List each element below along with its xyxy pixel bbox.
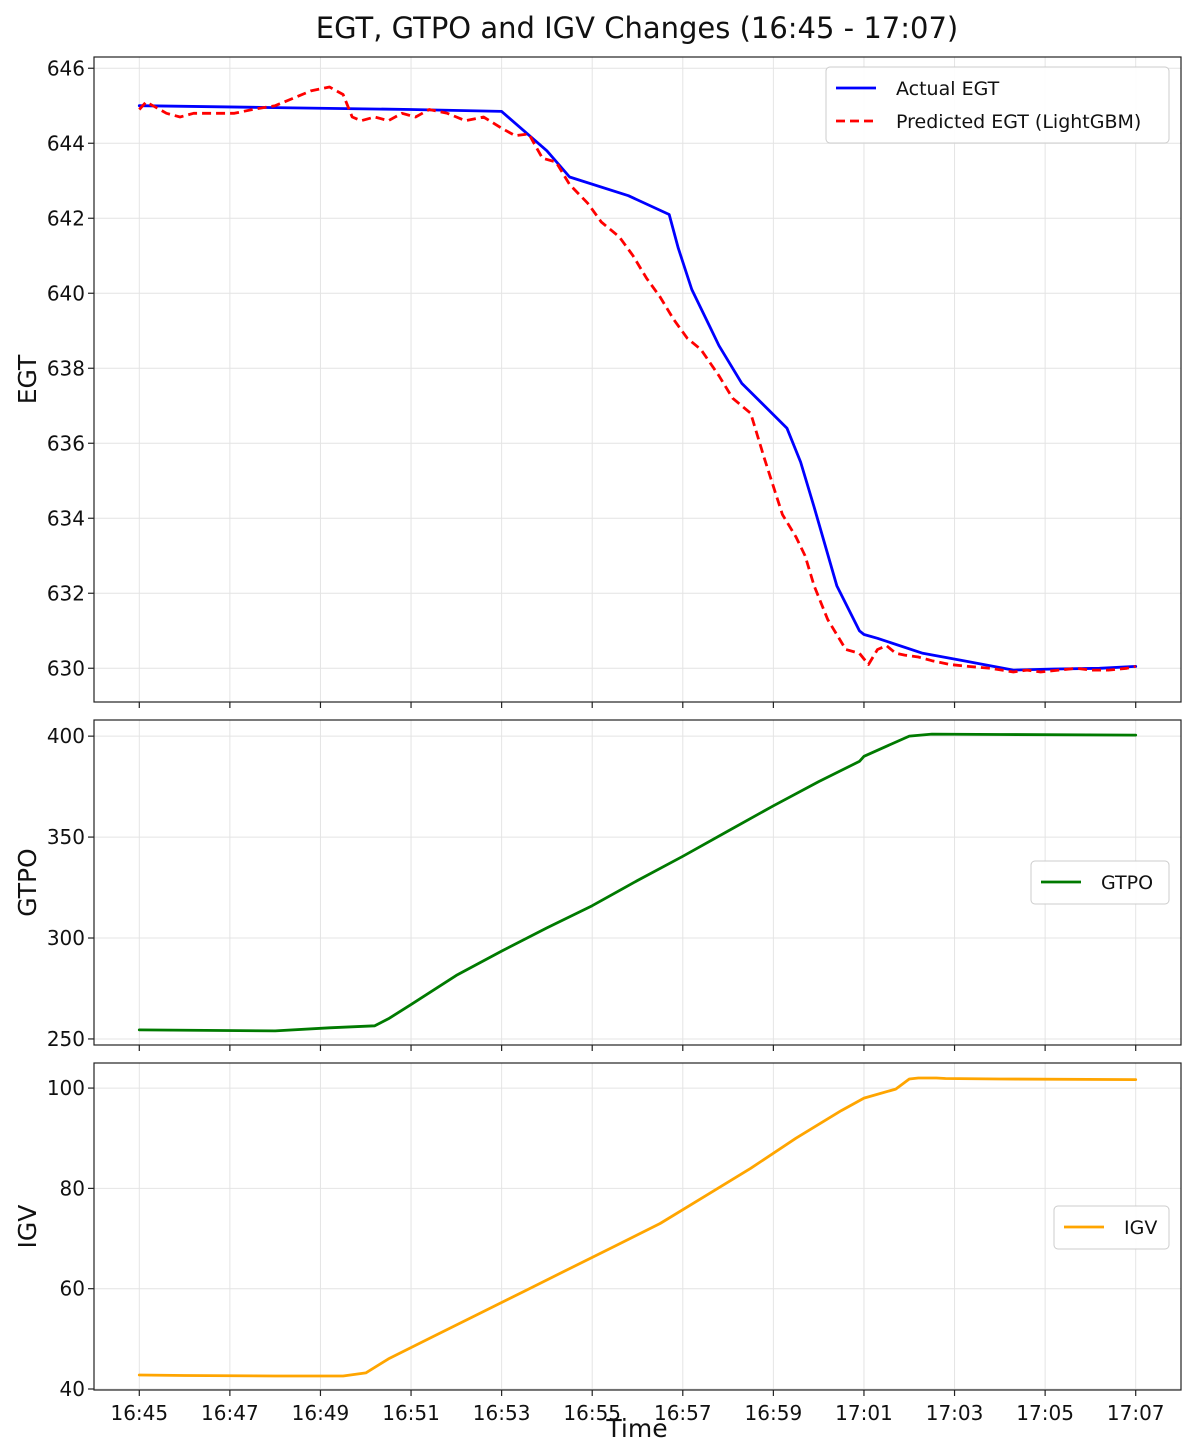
legend-box	[1030, 860, 1170, 905]
x-tick-label: 17:03	[926, 1401, 984, 1425]
y-tick-label: 644	[47, 131, 85, 155]
y-axis-label: IGV	[13, 1205, 42, 1249]
legend-label: GTPO	[1101, 872, 1153, 894]
y-tick-label: 300	[47, 926, 85, 950]
x-axis-label: Time	[605, 1414, 667, 1443]
igv-panel: 40 60 80 100 16:45 16:47 16:49 16:51 16:53 16:55 1…	[13, 1062, 1182, 1425]
series-line-gtpo	[137, 732, 1138, 1033]
y-tick-label: 636	[47, 431, 85, 455]
series-line-igv	[137, 1076, 1138, 1378]
legend-label: IGV	[1124, 1217, 1157, 1239]
legend-label: Actual EGT	[896, 78, 1000, 100]
egt-panel: 630 632 634 636 638 640 642 644 646 EGT Actual EGT…	[13, 56, 1182, 708]
x-tick-label: 17:01	[835, 1401, 893, 1425]
legend: Actual EGT Predicted EGT (LightGBM)	[825, 66, 1170, 144]
legend-box	[1053, 1205, 1170, 1250]
legend: IGV	[1053, 1205, 1170, 1250]
gtpo-panel: 250 300 350 400 GTPO GTPO	[13, 719, 1182, 1051]
x-tick-label: 16:59	[745, 1401, 803, 1425]
y-tick-label: 638	[47, 356, 85, 380]
y-axis-label: GTPO	[13, 848, 42, 917]
y-tick-label: 646	[47, 56, 85, 80]
y-tick-label: 250	[47, 1027, 85, 1051]
y-tick-label: 350	[47, 825, 85, 849]
x-tick-label: 16:57	[654, 1401, 712, 1425]
series-line-actual-egt	[137, 104, 1138, 672]
x-tick-label: 16:55	[563, 1401, 621, 1425]
series-line-predicted-egt-lightgbm	[138, 85, 1136, 674]
chart-title: EGT, GTPO and IGV Changes (16:45 - 17:07…	[316, 11, 959, 45]
legend-box	[825, 66, 1170, 144]
legend: GTPO	[1030, 860, 1170, 905]
y-tick-label: 80	[60, 1176, 85, 1200]
x-tick-label: 17:07	[1107, 1401, 1165, 1425]
y-tick-label: 642	[47, 206, 85, 230]
y-tick-label: 634	[47, 506, 85, 530]
y-tick-label: 630	[47, 656, 85, 680]
x-tick-label: 16:45	[110, 1401, 168, 1425]
y-tick-label: 640	[47, 281, 85, 305]
y-tick-label: 40	[60, 1377, 85, 1401]
axes-frame	[93, 719, 1182, 1046]
x-tick-label: 16:53	[473, 1401, 531, 1425]
y-tick-label: 60	[60, 1277, 85, 1301]
legend-label: Predicted EGT (LightGBM)	[896, 111, 1141, 133]
x-tick-label: 17:05	[1016, 1401, 1074, 1425]
y-tick-label: 632	[47, 581, 85, 605]
x-tick-label: 16:51	[382, 1401, 440, 1425]
axes-frame	[93, 1062, 1182, 1391]
axes-frame	[93, 56, 1182, 703]
x-tick-label: 16:47	[201, 1401, 259, 1425]
chart-panels: 630 632 634 636 638 640 642 644 646 EGT Actual EGT…	[13, 56, 1182, 1425]
x-tick-label: 16:49	[292, 1401, 350, 1425]
y-tick-label: 100	[47, 1076, 85, 1100]
y-tick-label: 400	[47, 724, 85, 748]
y-axis-label: EGT	[13, 354, 42, 404]
